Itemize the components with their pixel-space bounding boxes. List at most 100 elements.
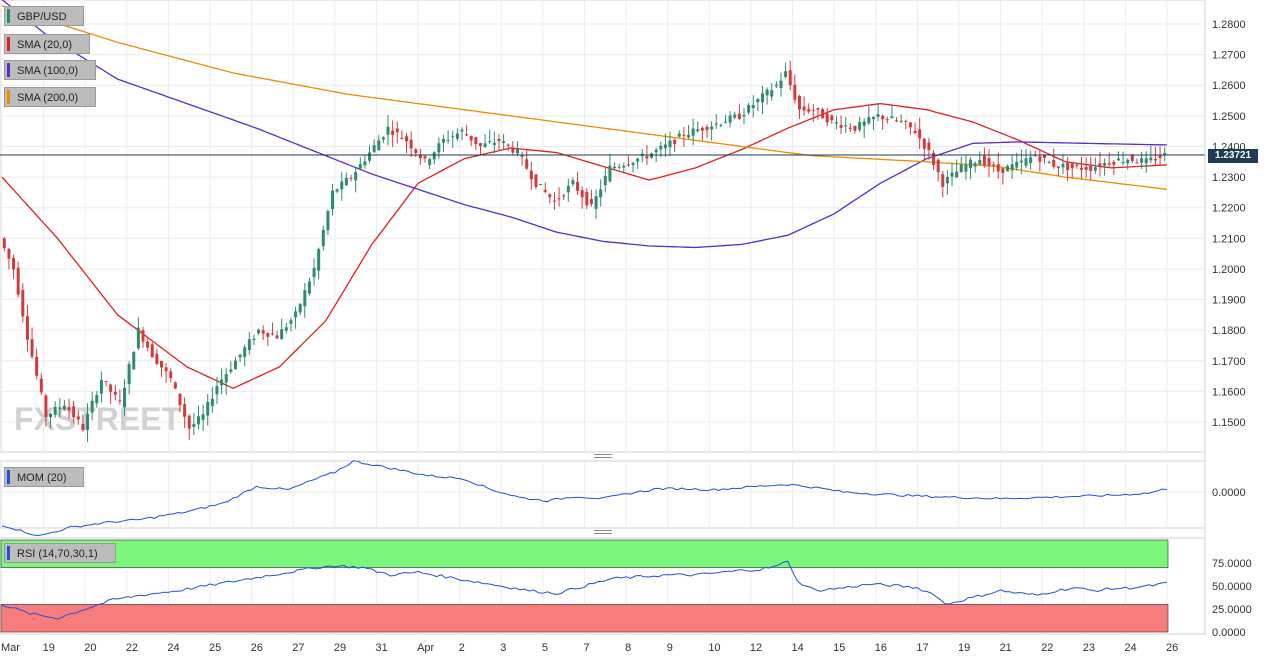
candle-body — [30, 339, 34, 357]
candle-body — [400, 137, 404, 139]
candle-body — [756, 99, 760, 103]
candle-body — [460, 129, 464, 132]
candle-body — [714, 123, 718, 125]
legend-mom[interactable]: MOM (20) — [4, 467, 84, 487]
legend-sma200[interactable]: SMA (200,0) — [4, 87, 96, 107]
candle-body — [317, 249, 321, 271]
candle-body — [39, 378, 43, 393]
sma100-line — [1, 0, 1168, 249]
candle-body — [492, 142, 496, 145]
candle-body — [913, 130, 917, 134]
x-tick-label: 10 — [708, 642, 720, 654]
y-tick-label: 1.2000 — [1212, 264, 1246, 276]
y-tick-label: 1.2100 — [1212, 233, 1246, 245]
candle-body — [113, 391, 117, 395]
pane-splitter-1[interactable] — [594, 454, 612, 458]
candle-body — [751, 105, 755, 109]
x-tick-label: 3 — [500, 642, 506, 654]
candle-body — [1042, 154, 1046, 158]
candle-body — [405, 136, 409, 142]
candle-body — [650, 153, 654, 158]
legend-sma100[interactable]: SMA (100,0) — [4, 60, 96, 80]
candle-body — [992, 164, 996, 166]
legend-rsi-label: RSI (14,70,30,1) — [17, 548, 98, 560]
y-tick-label: 1.1600 — [1212, 386, 1246, 398]
candle-body — [2, 238, 6, 249]
x-tick-label: 27 — [292, 642, 304, 654]
candle-body — [696, 129, 700, 132]
candle-body — [1070, 163, 1074, 169]
candle-body — [534, 174, 538, 187]
x-tick-label: Mar — [1, 642, 20, 654]
sma200-line — [1, 4, 1168, 190]
candle-body — [830, 115, 834, 121]
candle-body — [1001, 168, 1005, 174]
rsi-y-tick-label: 50.0000 — [1212, 581, 1252, 593]
x-tick-label: 9 — [667, 642, 673, 654]
x-tick-label: 24 — [1124, 642, 1136, 654]
candle-body — [377, 140, 381, 151]
y-tick-label: 1.2200 — [1212, 203, 1246, 215]
candle-body — [571, 180, 575, 185]
candle-body — [964, 165, 968, 172]
candle-body — [839, 124, 843, 128]
legend-mom-label: MOM (20) — [17, 472, 67, 484]
candle-body — [247, 339, 251, 351]
candle-body — [539, 183, 543, 185]
candle-body — [557, 198, 561, 200]
legend-rsi[interactable]: RSI (14,70,30,1) — [4, 543, 116, 563]
main-pane — [0, 0, 1206, 453]
candle-body — [62, 405, 66, 410]
candle-body — [811, 109, 815, 111]
y-tick-label: 1.1500 — [1212, 417, 1246, 429]
candle-body — [159, 360, 163, 368]
candle-body — [834, 122, 838, 124]
candle-body — [996, 164, 1000, 172]
candle-body — [164, 367, 168, 372]
legend-sma200-label: SMA (200,0) — [17, 92, 79, 104]
legend-symbol-label: GBP/USD — [17, 11, 67, 23]
rsi-line — [1, 560, 1168, 620]
candle-body — [945, 176, 949, 184]
candle-body — [927, 142, 931, 151]
candle-body — [636, 158, 640, 162]
legend-rsi-swatch — [7, 546, 10, 560]
candle-body — [1010, 164, 1014, 171]
candle-body — [899, 120, 903, 122]
candle-body — [67, 407, 71, 411]
pane-splitter-2[interactable] — [594, 530, 612, 534]
candle-body — [978, 159, 982, 165]
y-tick-label: 1.2600 — [1212, 80, 1246, 92]
candle-body — [187, 415, 191, 429]
candle-body — [1149, 157, 1153, 161]
candle-body — [95, 395, 99, 404]
y-tick-label: 1.2500 — [1212, 111, 1246, 123]
candle-body — [344, 178, 348, 186]
candle-body — [478, 143, 482, 147]
legend-sma20[interactable]: SMA (20,0) — [4, 34, 90, 54]
candle-body — [525, 159, 529, 169]
rsi-overbought-zone — [0, 539, 1169, 568]
x-tick-label: 23 — [1083, 642, 1095, 654]
legend-symbol-swatch — [7, 9, 10, 23]
candle-body — [1144, 158, 1148, 164]
candle-body — [136, 327, 140, 349]
x-tick-label: 16 — [875, 642, 887, 654]
candle-body — [737, 113, 741, 120]
candle-body — [488, 141, 492, 143]
candle-body — [335, 189, 339, 192]
y-tick-label: 1.2800 — [1212, 19, 1246, 31]
candle-body — [1093, 167, 1097, 171]
x-tick-label: 15 — [833, 642, 845, 654]
candle-body — [793, 84, 797, 100]
candle-body — [973, 163, 977, 167]
candle-body — [354, 172, 358, 181]
candle-body — [312, 268, 316, 278]
legend-symbol[interactable]: GBP/USD — [4, 6, 84, 26]
candle-body — [294, 311, 298, 318]
candle-body — [173, 382, 177, 389]
candle-body — [1107, 163, 1111, 165]
candle-body — [395, 128, 399, 133]
